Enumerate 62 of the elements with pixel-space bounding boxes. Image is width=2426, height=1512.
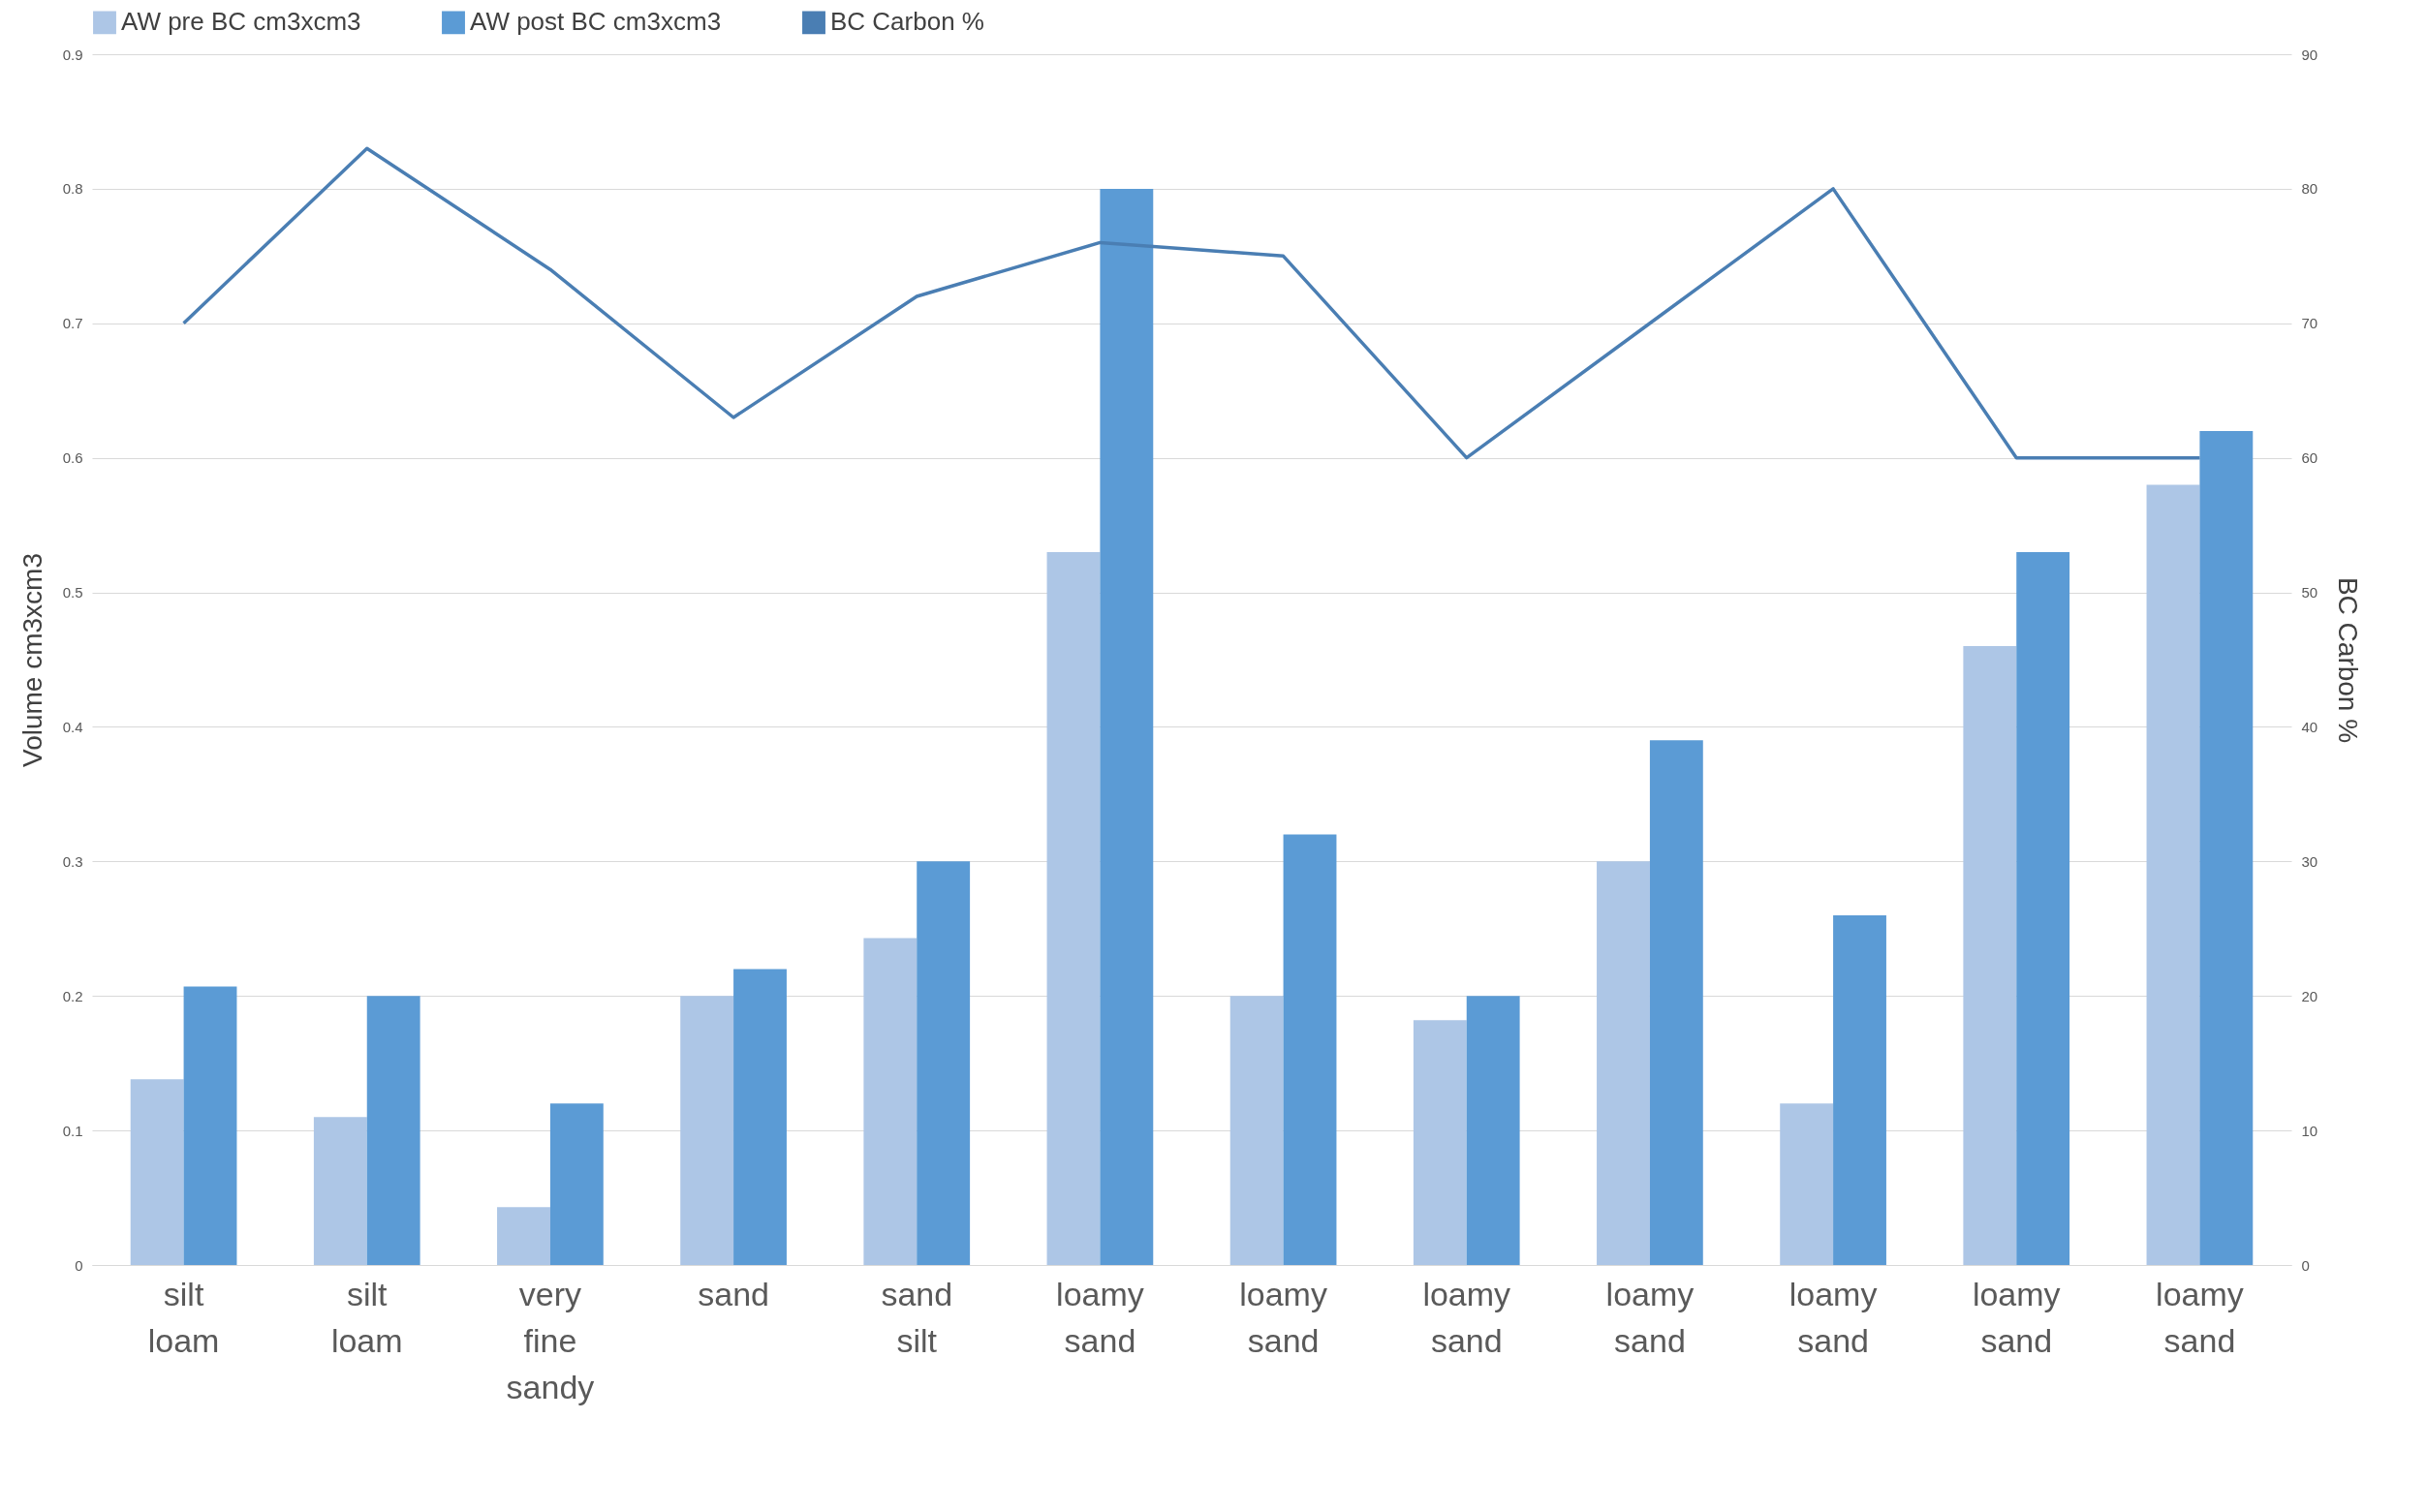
y2-tick-label: 50: [2301, 584, 2318, 602]
bar: [1597, 861, 1650, 1265]
x-tick-label: very fine sandy: [506, 1275, 595, 1405]
x-tick-label: loamy sand: [1972, 1275, 2061, 1359]
y2-tick-label: 40: [2301, 718, 2318, 735]
legend-label: BC Carbon %: [830, 7, 984, 37]
y-tick-label: 0.7: [62, 315, 83, 332]
y-tick-label: 0.8: [62, 180, 83, 198]
bar: [1046, 551, 1101, 1265]
y-tick-label: 0.1: [62, 1122, 83, 1139]
y2-tick-label: 80: [2301, 180, 2318, 198]
y-tick-label: 0.4: [62, 718, 83, 735]
bar: [1963, 646, 2017, 1265]
bar: [1413, 1020, 1467, 1265]
y2-tick-label: 70: [2301, 315, 2318, 332]
y-tick-label: 0: [75, 1256, 83, 1274]
y2-tick-label: 30: [2301, 852, 2318, 870]
y-tick-label: 0.2: [62, 987, 83, 1004]
x-tick-label: sand: [698, 1275, 769, 1312]
bar: [2199, 430, 2254, 1265]
y2-tick-label: 10: [2301, 1122, 2318, 1139]
bar: [497, 1207, 550, 1265]
x-tick-label: loamy sand: [1788, 1275, 1878, 1359]
bar: [366, 996, 420, 1265]
y2-tick-label: 20: [2301, 987, 2318, 1004]
bar: [680, 996, 734, 1265]
x-tick-label: loamy sand: [1605, 1275, 1695, 1359]
bar: [2016, 551, 2070, 1265]
x-tick-label: loamy sand: [1239, 1275, 1327, 1359]
bar: [1229, 996, 1284, 1265]
y2-tick-label: 90: [2301, 46, 2318, 63]
bar: [2146, 484, 2200, 1265]
x-tick-label: loamy sand: [1056, 1275, 1144, 1359]
bar: [1283, 834, 1337, 1265]
y2-tick-label: 0: [2301, 1256, 2310, 1274]
y-tick-label: 0.9: [62, 46, 83, 63]
y2-tick-label: 60: [2301, 449, 2318, 467]
bar: [1466, 996, 1520, 1265]
line-series: [181, 146, 2202, 460]
x-tick-label: loamy sand: [1422, 1275, 1511, 1359]
bar: [313, 1117, 367, 1265]
y-tick-label: 0.6: [62, 449, 83, 467]
x-tick-label: sand silt: [881, 1275, 953, 1359]
bar: [733, 969, 787, 1265]
x-tick-label: loamy sand: [2156, 1275, 2244, 1359]
y-tick-label: 0.5: [62, 584, 83, 602]
x-tick-label: silt loam: [330, 1275, 403, 1359]
bar: [549, 1103, 604, 1265]
x-tick-label: silt loam: [147, 1275, 220, 1359]
y2-axis-title: BC Carbon %: [2333, 576, 2364, 744]
bar: [1649, 740, 1703, 1265]
bar: [183, 986, 237, 1265]
bar: [1100, 188, 1154, 1265]
bar: [1780, 1103, 1834, 1265]
bar: [917, 861, 971, 1265]
y-axis-title: Volume cm3xcm3: [16, 553, 47, 767]
bar: [863, 938, 918, 1265]
bar: [1833, 914, 1886, 1265]
y-tick-label: 0.3: [62, 852, 83, 870]
legend-label: AW post BC cm3xcm3: [470, 7, 722, 37]
legend-label: AW pre BC cm3xcm3: [121, 7, 361, 37]
bar: [130, 1079, 184, 1265]
